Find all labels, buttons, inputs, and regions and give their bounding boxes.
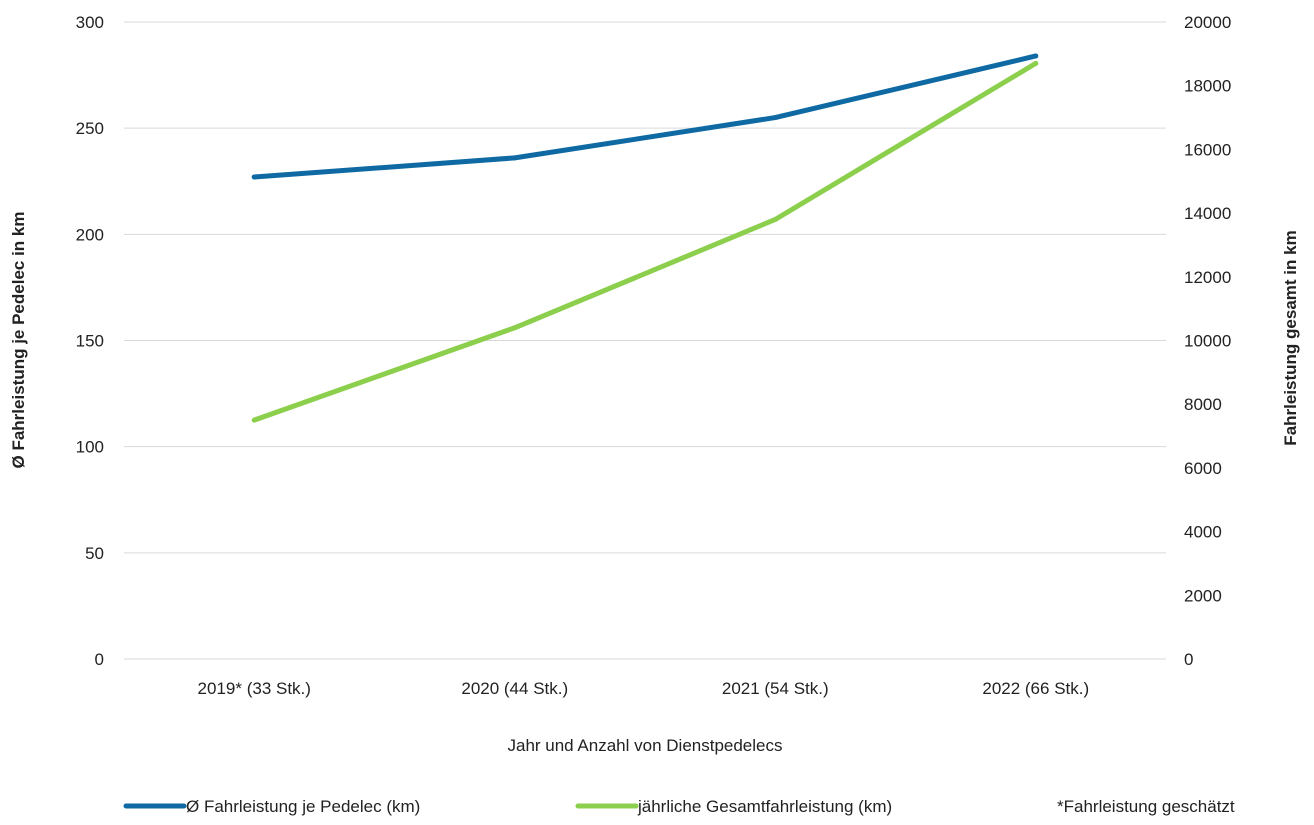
left-tick-label: 50: [85, 544, 104, 563]
x-tick-label: 2022 (66 Stk.): [982, 679, 1089, 698]
right-tick-label: 16000: [1184, 140, 1231, 159]
right-tick-label: 8000: [1184, 395, 1222, 414]
x-tick-label: 2021 (54 Stk.): [722, 679, 829, 698]
right-tick-label: 10000: [1184, 332, 1231, 351]
series-lines: [251, 53, 1039, 423]
left-tick-label: 250: [76, 119, 104, 138]
data-point-avg: [1033, 53, 1039, 59]
footnote: *Fahrleistung geschätzt: [1057, 797, 1235, 816]
data-point-avg: [251, 174, 257, 180]
right-tick-label: 6000: [1184, 459, 1222, 478]
x-axis-ticks: 2019* (33 Stk.) 2020 (44 Stk.) 2021 (54 St…: [198, 679, 1090, 698]
legend: Ø Fahrleistung je Pedelec (km) jährliche…: [123, 797, 1235, 816]
right-tick-label: 14000: [1184, 204, 1231, 223]
right-tick-label: 12000: [1184, 268, 1231, 287]
x-tick-label: 2020 (44 Stk.): [461, 679, 568, 698]
legend-label-total: jährliche Gesamtfahrleistung (km): [637, 797, 892, 816]
data-point-avg: [512, 155, 518, 161]
left-axis-ticks: 0 50 100 150 200 250 300: [76, 13, 104, 669]
right-tick-label: 4000: [1184, 523, 1222, 542]
left-axis-title: Ø Fahrleistung je Pedelec in km: [9, 212, 28, 469]
legend-label-avg: Ø Fahrleistung je Pedelec (km): [186, 797, 420, 816]
x-tick-label: 2019* (33 Stk.): [198, 679, 311, 698]
gridlines: [124, 21, 1166, 660]
left-tick-label: 0: [95, 650, 104, 669]
left-tick-label: 150: [76, 332, 104, 351]
right-tick-label: 20000: [1184, 13, 1231, 32]
data-point-total: [512, 325, 518, 331]
left-tick-label: 200: [76, 225, 104, 244]
data-point-total: [251, 417, 257, 423]
x-axis-title: Jahr und Anzahl von Dienstpedelecs: [507, 736, 782, 755]
right-axis-ticks: 0 2000 4000 6000 8000 10000 12000 14000 16000 180…: [1184, 13, 1231, 669]
data-point-avg: [772, 115, 778, 121]
series-line-total-annual: [251, 60, 1039, 423]
right-tick-label: 18000: [1184, 77, 1231, 96]
left-tick-label: 100: [76, 438, 104, 457]
right-axis-title: Fahrleistung gesamt in km: [1281, 230, 1300, 445]
right-tick-label: 2000: [1184, 586, 1222, 605]
left-tick-label: 300: [76, 13, 104, 32]
data-point-total: [1033, 60, 1039, 66]
right-tick-label: 0: [1184, 650, 1193, 669]
series-line-avg-per-pedelec: [251, 53, 1039, 180]
data-point-total: [772, 216, 778, 222]
